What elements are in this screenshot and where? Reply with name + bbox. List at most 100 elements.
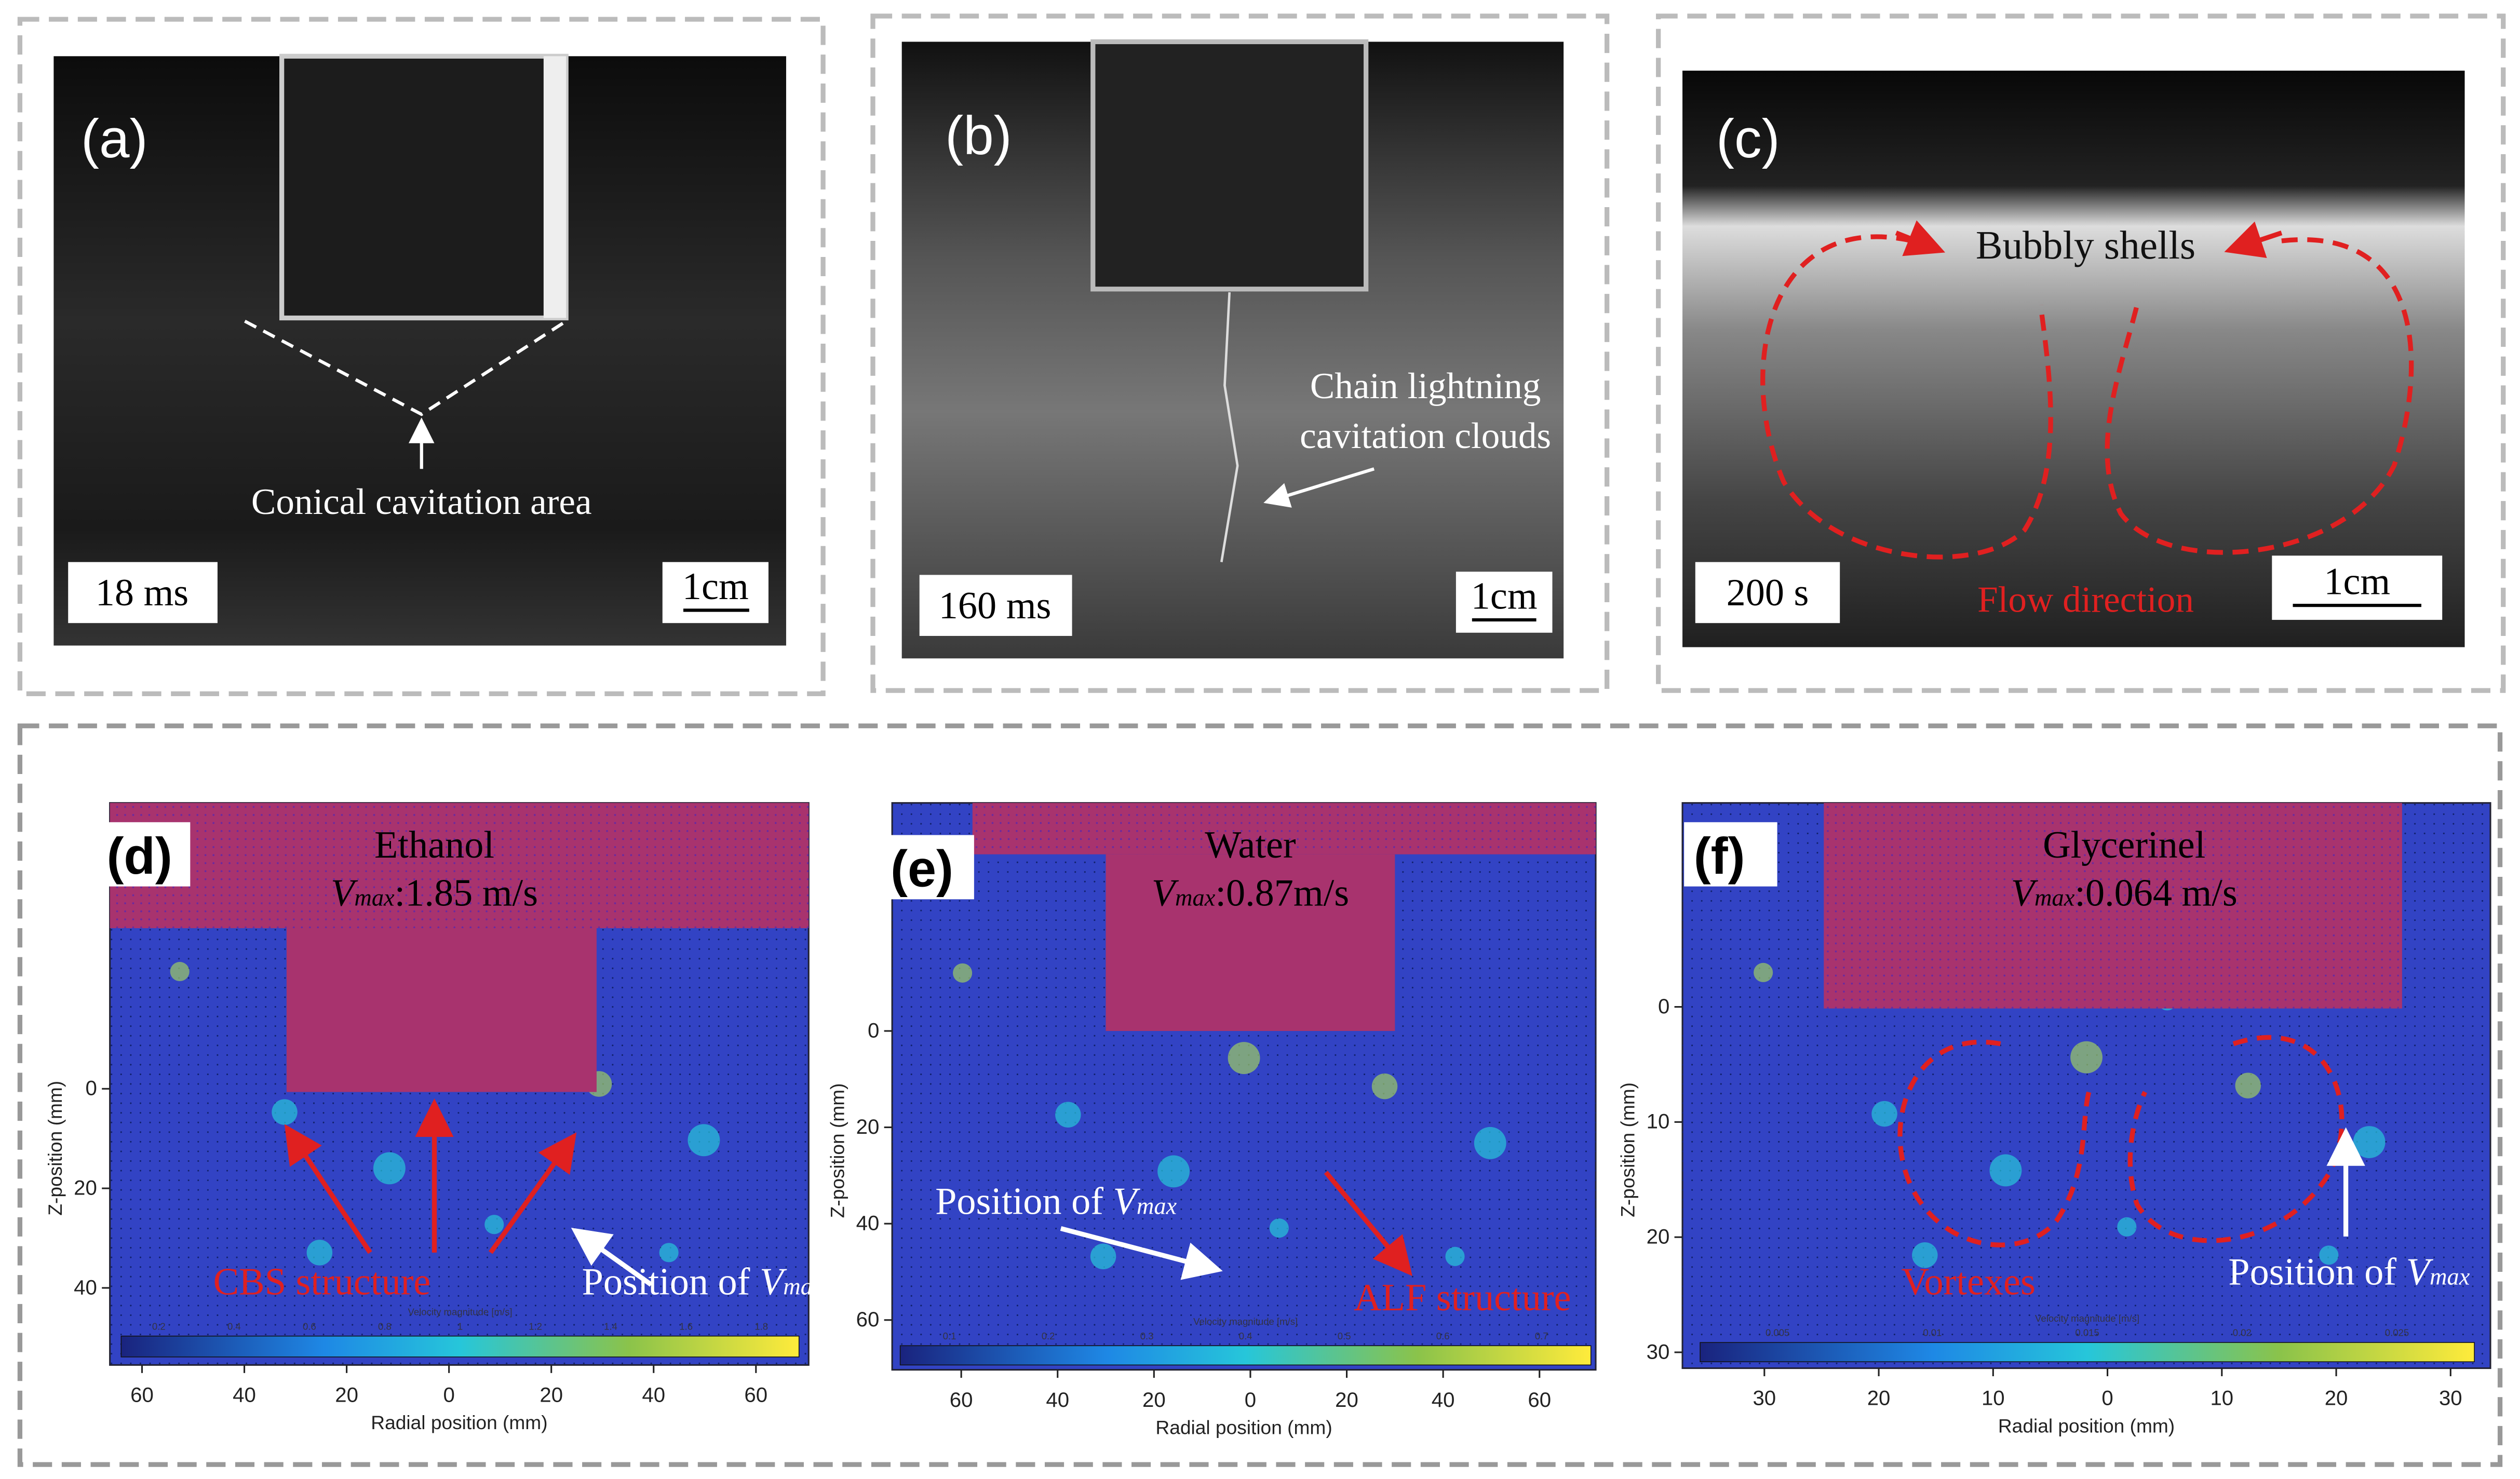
colorbar-tick-label: 0.01: [1923, 1327, 1942, 1338]
hotspot: [1871, 1101, 1897, 1127]
panel-label: (f): [1694, 827, 1745, 885]
hotspot: [659, 1243, 679, 1263]
vmax-symbol: V: [1152, 872, 1179, 915]
y-tick-label: 60: [856, 1308, 880, 1331]
vmax-subscript: max: [1175, 885, 1216, 912]
y-tick-label: 0: [1658, 995, 1669, 1018]
x-tick-label: 20: [335, 1383, 358, 1407]
panel-label: (d): [106, 827, 172, 885]
frames: [17, 13, 2506, 1467]
panel-a: (a) Conical cavitation area 18 ms 1cm: [53, 53, 786, 646]
panel-label: (c): [1716, 108, 1780, 169]
x-tick-label: 40: [1046, 1388, 1069, 1412]
colorbar-tick-label: 0.8: [378, 1321, 392, 1332]
position-subscript: max: [783, 1273, 824, 1300]
scale-label: 1cm: [2324, 561, 2390, 603]
hotspot: [1269, 1218, 1289, 1238]
colorbar-tick-label: 0.6: [303, 1321, 316, 1332]
panel-label-box: [97, 822, 191, 887]
colorbar-tick-label: 0.1: [943, 1331, 956, 1341]
colorbar-tick-label: 1: [457, 1321, 463, 1332]
colorbar-tick-label: 0.02: [2233, 1327, 2252, 1338]
x-tick-label: 10: [1982, 1387, 2005, 1410]
annotation: Flow direction: [1977, 580, 2194, 620]
annotation: Chain lightning: [1310, 366, 1541, 406]
panel-b: (b) Chain lightning cavitation clouds 16…: [901, 39, 1564, 659]
probe-region: [286, 928, 597, 1092]
colorbar-tick-label: 0.7: [1535, 1331, 1548, 1341]
x-tick-label: 20: [1335, 1388, 1358, 1412]
vmax-subscript: max: [2034, 885, 2075, 912]
x-tick-label: 40: [642, 1383, 665, 1407]
position-subscript: max: [2430, 1264, 2470, 1291]
colorbar-tick-label: 0.025: [2385, 1327, 2409, 1338]
y-axis-label: Z-position (mm): [1616, 1082, 1638, 1217]
hotspot: [1228, 1042, 1260, 1075]
x-tick-label: 30: [1753, 1387, 1776, 1410]
colorbar-tick-label: 0.5: [1338, 1331, 1351, 1341]
y-tick-label: 20: [74, 1176, 97, 1199]
colorbar-tick-label: 0.6: [1436, 1331, 1450, 1341]
hotspot: [2117, 1217, 2137, 1237]
x-tick-label: 40: [233, 1383, 256, 1407]
position-symbol: V: [2406, 1251, 2434, 1294]
hotspot: [1445, 1246, 1465, 1266]
x-axis-label: Radial position (mm): [371, 1412, 547, 1433]
position-subscript: max: [1137, 1193, 1177, 1220]
hotspot: [1754, 962, 1773, 982]
panel-label-box: [1684, 822, 1777, 887]
vmax-value: :1.85 m/s: [395, 872, 538, 915]
annotation-arrow: [1060, 1226, 1223, 1280]
scale-label: 1cm: [682, 565, 749, 608]
colorbar: [120, 1335, 800, 1358]
vmax-value: :0.064 m/s: [2074, 872, 2237, 915]
hotspot: [272, 1099, 298, 1125]
annotation-arrow: [284, 1124, 372, 1254]
y-tick-label: 40: [74, 1276, 97, 1299]
vmax-label: Vmax:1.85 m/s: [331, 872, 538, 915]
annotation-arrow: [488, 1132, 577, 1254]
panel-c: (c) Bubbly shells Flow direction 200 s 1…: [1682, 71, 2465, 647]
vmax-label: Vmax:0.87m/s: [1152, 872, 1349, 915]
x-tick-label: 10: [2210, 1387, 2233, 1410]
probe-region: [1106, 854, 1395, 1031]
y-tick-label: 0: [86, 1077, 97, 1100]
colorbar: [899, 1345, 1592, 1366]
x-tick-label: 20: [2325, 1387, 2348, 1410]
y-tick-label: 20: [1647, 1225, 1670, 1249]
time-label: 200 s: [1727, 572, 1809, 614]
vmax-symbol: V: [2011, 872, 2039, 915]
colorbar-label: Velocity magnitude [m/s]: [2035, 1313, 2139, 1324]
x-tick-label: 60: [130, 1383, 154, 1407]
hotspot: [1090, 1243, 1116, 1270]
x-tick-label: 20: [540, 1383, 563, 1407]
hotspot: [2235, 1073, 2261, 1098]
position-label: Position of Vmax: [2228, 1251, 2470, 1294]
panel-label: (e): [891, 840, 953, 898]
structure-label: Vortexes: [1901, 1260, 2035, 1303]
probe-grid: [972, 803, 1596, 854]
x-tick-label: 60: [744, 1383, 767, 1407]
x-axis-label: Radial position (mm): [1155, 1416, 1332, 1438]
annotation: Conical cavitation area: [251, 482, 592, 522]
position-label: Position of Vmax: [582, 1260, 824, 1303]
vmax-subscript: max: [354, 885, 395, 912]
y-axis-label: Z-position (mm): [44, 1081, 66, 1216]
fluid-name: Ethanol: [374, 824, 494, 866]
colorbar-tick-label: 0.015: [2075, 1327, 2099, 1338]
time-label: 160 ms: [939, 585, 1052, 627]
hotspot: [1055, 1102, 1081, 1128]
annotation: cavitation clouds: [1300, 416, 1551, 456]
position-label: Position of Vmax: [935, 1181, 1177, 1223]
panel-label: (a): [81, 108, 148, 169]
colorbar-tick-label: 0.2: [1042, 1331, 1055, 1341]
y-tick-label: 30: [1647, 1340, 1670, 1363]
colorbar-label: Velocity magnitude [m/s]: [1193, 1316, 1298, 1327]
x-axis-label: Radial position (mm): [1998, 1415, 2175, 1436]
colorbar-tick-label: 1.4: [604, 1321, 617, 1332]
